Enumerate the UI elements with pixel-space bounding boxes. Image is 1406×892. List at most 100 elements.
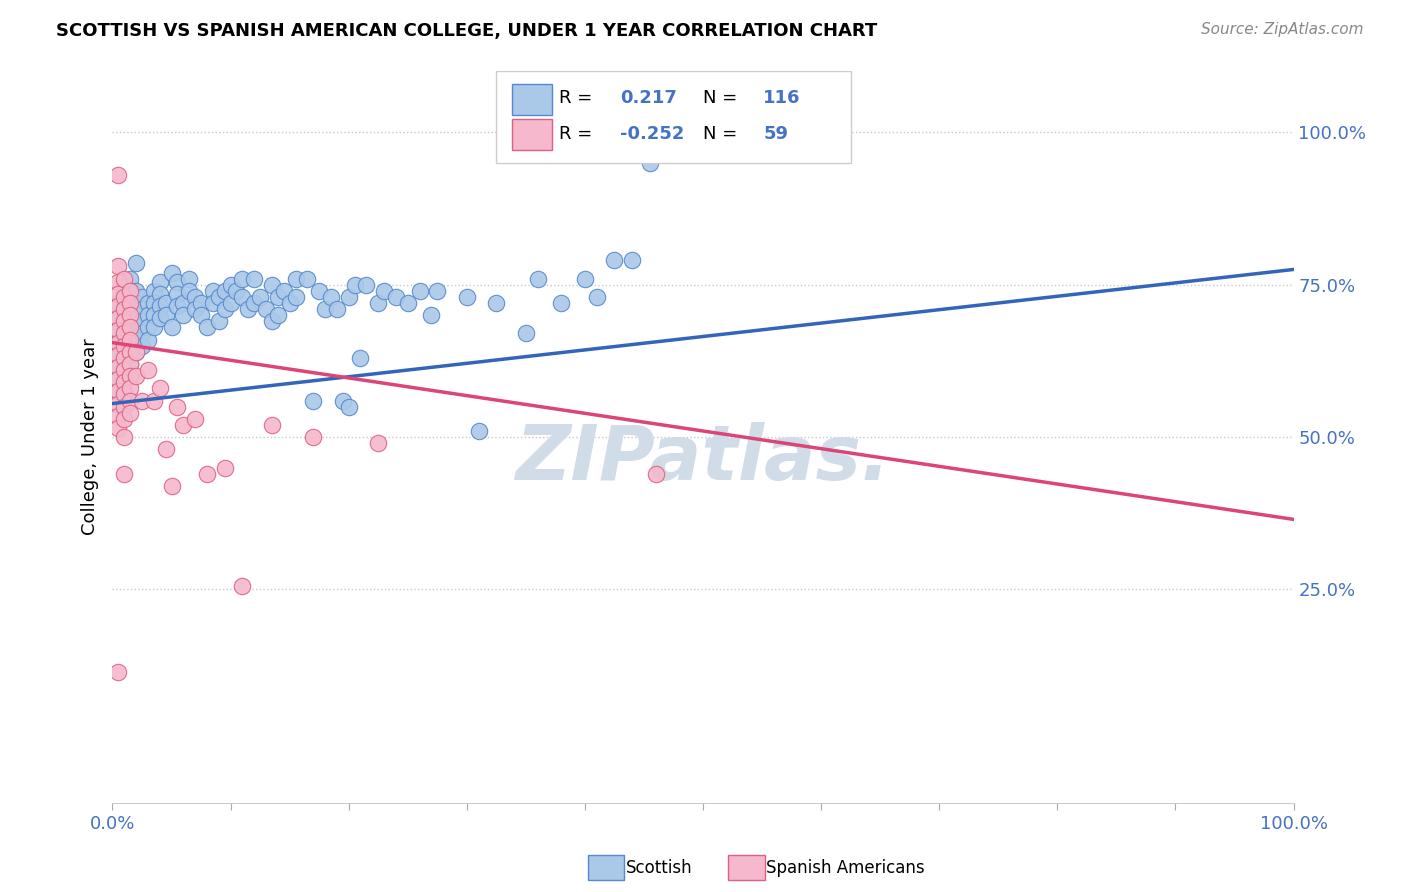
Point [120, 296, 142, 310]
Point [467, 424, 489, 438]
Point [107, 372, 129, 386]
Point [385, 290, 408, 304]
Point [195, 467, 218, 481]
Point [136, 363, 159, 377]
Point [225, 284, 247, 298]
Point [131, 302, 153, 317]
Point [314, 302, 336, 317]
Text: R =: R = [560, 89, 598, 107]
Point [120, 369, 142, 384]
Point [326, 302, 349, 317]
Point [120, 357, 142, 371]
Point [107, 311, 129, 326]
Point [120, 381, 142, 395]
Point [120, 284, 142, 298]
Point [243, 271, 266, 285]
Point [149, 286, 172, 301]
Point [120, 271, 142, 285]
Point [260, 314, 283, 328]
Point [120, 308, 142, 322]
Text: ZIPatlas.: ZIPatlas. [516, 422, 890, 496]
Point [332, 393, 354, 408]
Point [125, 344, 148, 359]
Point [107, 665, 129, 679]
Point [107, 348, 129, 362]
Point [112, 363, 135, 377]
Point [131, 393, 153, 408]
Point [515, 326, 537, 341]
Point [112, 339, 135, 353]
Point [166, 400, 188, 414]
Point [112, 314, 135, 328]
Point [155, 308, 177, 322]
Point [112, 430, 135, 444]
Point [112, 400, 135, 414]
Text: Spanish Americans: Spanish Americans [766, 859, 925, 877]
Point [107, 384, 129, 399]
Point [112, 412, 135, 426]
Point [112, 286, 135, 301]
Text: N =: N = [703, 125, 742, 143]
Point [190, 296, 212, 310]
Point [195, 320, 218, 334]
Point [112, 290, 135, 304]
Point [356, 277, 378, 292]
Point [120, 406, 142, 420]
Point [526, 271, 548, 285]
Point [238, 302, 260, 317]
Point [231, 290, 253, 304]
Text: Source: ZipAtlas.com: Source: ZipAtlas.com [1201, 22, 1364, 37]
Point [125, 256, 148, 270]
Point [574, 271, 596, 285]
Point [644, 467, 666, 481]
Point [149, 299, 172, 313]
Text: R =: R = [560, 125, 598, 143]
Point [267, 290, 290, 304]
Point [112, 311, 135, 326]
Point [190, 308, 212, 322]
Point [166, 275, 188, 289]
Point [112, 348, 135, 362]
Point [107, 323, 129, 337]
Point [120, 296, 142, 310]
Point [396, 296, 419, 310]
Point [142, 284, 165, 298]
Point [142, 320, 165, 334]
Text: 0.217: 0.217 [620, 89, 678, 107]
Point [160, 320, 183, 334]
Point [107, 296, 129, 310]
Point [131, 314, 153, 328]
Point [107, 335, 129, 350]
Point [172, 308, 194, 322]
Point [585, 290, 607, 304]
Point [456, 290, 478, 304]
Point [214, 284, 236, 298]
Text: 116: 116 [763, 89, 801, 107]
Point [550, 296, 572, 310]
Point [297, 271, 319, 285]
Point [373, 284, 395, 298]
Point [485, 296, 508, 310]
Point [638, 156, 661, 170]
Point [426, 284, 449, 298]
Point [231, 271, 253, 285]
Point [284, 290, 307, 304]
Point [149, 381, 172, 395]
Point [112, 384, 135, 399]
Point [337, 400, 360, 414]
Point [125, 320, 148, 334]
Point [184, 302, 207, 317]
Text: N =: N = [703, 89, 742, 107]
Point [112, 359, 135, 374]
FancyBboxPatch shape [496, 71, 851, 162]
Point [142, 393, 165, 408]
Point [254, 302, 277, 317]
Point [120, 369, 142, 384]
Point [107, 299, 129, 313]
Point [120, 344, 142, 359]
Point [112, 302, 135, 317]
Point [142, 296, 165, 310]
Point [214, 302, 236, 317]
Y-axis label: College, Under 1 year: College, Under 1 year [80, 339, 98, 535]
Point [208, 290, 231, 304]
